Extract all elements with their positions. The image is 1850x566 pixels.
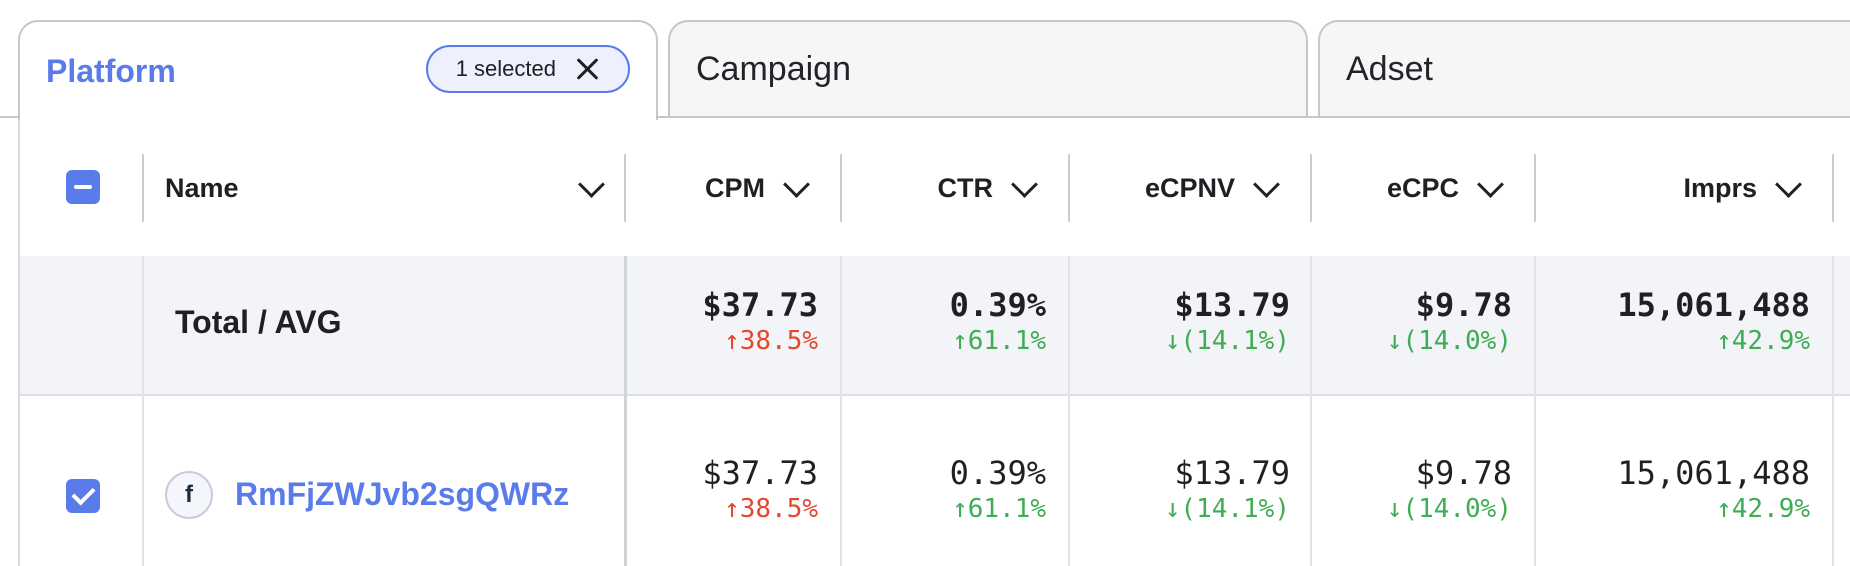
tab-campaign-label: Campaign — [696, 50, 851, 88]
metric-value: $9.78 — [1415, 454, 1512, 492]
data-table: Name CPM CTR eCPNV eCPC Imprs — [18, 118, 1850, 566]
column-header-label: CPM — [705, 172, 765, 203]
row-checkbox[interactable] — [66, 479, 100, 513]
metric-value: 0.39% — [949, 286, 1046, 324]
total-row: Total / AVG $37.73 ↑38.5% 0.39% ↑61.1% $… — [20, 256, 1850, 396]
column-header-label: eCPC — [1386, 172, 1459, 203]
metric-delta: ↓(14.0%) — [1386, 494, 1512, 524]
total-cpm-cell: $37.73 ↑38.5% — [626, 286, 840, 358]
tab-platform[interactable]: Platform 1 selected — [18, 20, 658, 120]
total-ecpnv-cell: $13.79 ↓(14.1%) — [1070, 286, 1310, 358]
chevron-down-icon[interactable] — [1253, 170, 1280, 198]
row-ecpc-cell: $9.78 ↓(14.0%) — [1312, 454, 1534, 526]
column-header-label: eCPNV — [1144, 172, 1235, 203]
total-ctr-cell: 0.39% ↑61.1% — [842, 286, 1068, 358]
metric-value: $13.79 — [1174, 454, 1290, 492]
cell-divider — [1068, 396, 1070, 566]
cell-divider — [1310, 396, 1312, 566]
select-all-checkbox[interactable] — [66, 170, 100, 204]
chevron-down-icon[interactable] — [1011, 170, 1038, 198]
total-row-label: Total / AVG — [175, 304, 342, 340]
tab-adset-label: Adset — [1346, 50, 1433, 88]
metric-delta: ↑42.9% — [1716, 494, 1810, 524]
cell-divider — [624, 396, 627, 566]
column-header-ctr[interactable]: CTR — [842, 154, 1068, 222]
tab-adset[interactable]: Adset — [1318, 20, 1850, 117]
metric-delta: ↑61.1% — [952, 494, 1046, 524]
tab-platform-label: Platform — [46, 52, 176, 89]
cell-divider — [142, 256, 144, 396]
cell-divider — [1832, 396, 1834, 566]
column-header-ecpnv[interactable]: eCPNV — [1070, 154, 1310, 222]
column-header-label: Name — [165, 172, 239, 203]
column-divider[interactable] — [1068, 154, 1070, 222]
row-ecpnv-cell: $13.79 ↓(14.1%) — [1070, 454, 1310, 526]
cell-divider — [1068, 256, 1070, 396]
chevron-down-icon[interactable] — [578, 170, 605, 198]
cell-divider — [142, 396, 144, 566]
metric-value: 0.39% — [949, 454, 1046, 492]
column-header-name[interactable]: Name — [165, 154, 605, 222]
close-icon[interactable] — [574, 55, 602, 83]
cell-divider — [1832, 256, 1834, 396]
row-name-link[interactable]: RmFjZWJvb2sgQWRz — [235, 476, 570, 512]
metric-delta: ↓(14.1%) — [1164, 494, 1290, 524]
metric-delta: ↑61.1% — [952, 326, 1046, 356]
column-divider[interactable] — [1832, 154, 1834, 222]
cell-divider — [1310, 256, 1312, 396]
metric-delta: ↑38.5% — [724, 326, 818, 356]
total-ecpc-cell: $9.78 ↓(14.0%) — [1312, 286, 1534, 358]
column-divider[interactable] — [142, 154, 144, 222]
total-imprs-cell: 15,061,488 ↑42.9% — [1536, 286, 1832, 358]
row-imprs-cell: 15,061,488 ↑42.9% — [1536, 454, 1832, 526]
tab-campaign[interactable]: Campaign — [668, 20, 1308, 117]
column-divider[interactable] — [1310, 154, 1312, 222]
chevron-down-icon[interactable] — [1775, 170, 1802, 198]
indeterminate-icon — [74, 185, 92, 189]
table-header: Name CPM CTR eCPNV eCPC Imprs — [20, 118, 1850, 258]
column-divider[interactable] — [840, 154, 842, 222]
metric-delta: ↓(14.0%) — [1386, 326, 1512, 356]
metric-value: 15,061,488 — [1617, 286, 1810, 324]
row-ctr-cell: 0.39% ↑61.1% — [842, 454, 1068, 526]
facebook-icon: f — [165, 471, 213, 519]
selected-count-label: 1 selected — [455, 56, 556, 81]
column-header-label: Imprs — [1683, 172, 1757, 203]
tab-bar: Platform 1 selected Campaign Adset — [0, 0, 1850, 120]
metric-delta: ↑38.5% — [724, 494, 818, 524]
metric-value: $13.79 — [1174, 286, 1290, 324]
cell-divider — [624, 256, 627, 396]
cell-divider — [1534, 256, 1536, 396]
cell-divider — [1534, 396, 1536, 566]
column-divider[interactable] — [1534, 154, 1536, 222]
chevron-down-icon[interactable] — [1477, 170, 1504, 198]
selected-filter-chip[interactable]: 1 selected — [425, 45, 630, 93]
column-header-label: CTR — [937, 172, 994, 203]
metric-delta: ↑42.9% — [1716, 326, 1810, 356]
chevron-down-icon[interactable] — [783, 170, 810, 198]
metric-value: $37.73 — [702, 286, 818, 324]
table-row[interactable]: f RmFjZWJvb2sgQWRz $37.73 ↑38.5% 0.39% ↑… — [20, 396, 1850, 566]
column-divider[interactable] — [624, 154, 626, 222]
column-header-cpm[interactable]: CPM — [626, 154, 840, 222]
row-cpm-cell: $37.73 ↑38.5% — [626, 454, 840, 526]
metric-value: $37.73 — [702, 454, 818, 492]
column-header-imprs[interactable]: Imprs — [1536, 154, 1832, 222]
cell-divider — [840, 396, 842, 566]
metric-value: $9.78 — [1415, 286, 1512, 324]
cell-divider — [840, 256, 842, 396]
checkmark-icon — [70, 481, 96, 506]
column-header-ecpc[interactable]: eCPC — [1312, 154, 1534, 222]
tab-divider — [0, 116, 1850, 118]
metric-value: 15,061,488 — [1617, 454, 1810, 492]
metric-delta: ↓(14.1%) — [1164, 326, 1290, 356]
